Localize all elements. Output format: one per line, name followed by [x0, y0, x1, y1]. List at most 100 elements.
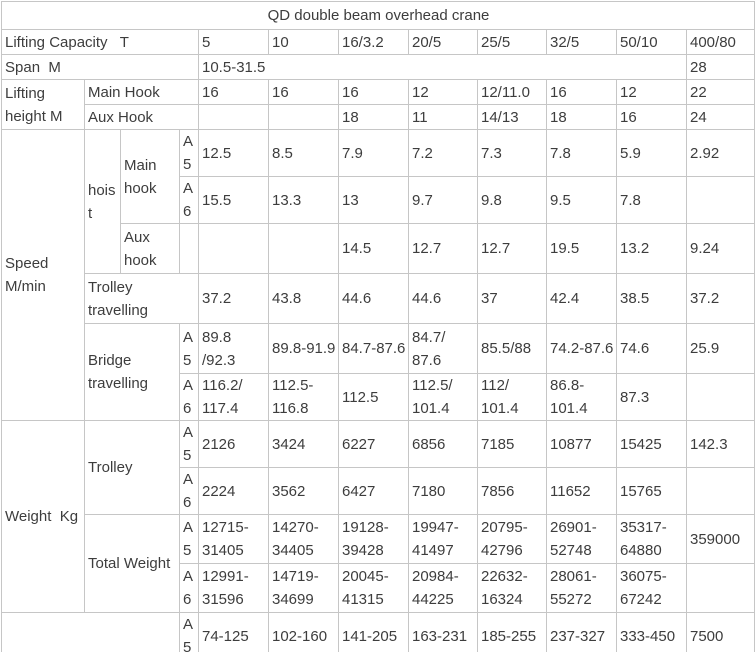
- value-cell: 400/80: [686, 29, 755, 55]
- value-cell: 163-231: [408, 612, 478, 652]
- empty-cell: [268, 223, 339, 274]
- value-cell: 25/5: [477, 29, 547, 55]
- empty-cell: [198, 104, 269, 130]
- value-cell: 13.3: [268, 176, 339, 224]
- label-a5: A5: [179, 514, 199, 564]
- value-cell: 7.2: [408, 129, 478, 177]
- value-cell: 28: [686, 54, 755, 80]
- value-cell: 5.9: [616, 129, 687, 177]
- table-row: Aux hook 14.5 12.7 12.7 19.5 13.2 9.24: [2, 223, 755, 274]
- value-cell: 20045- 41315: [338, 563, 409, 613]
- value-cell: 22632- 16324: [477, 563, 547, 613]
- value-cell: 18: [546, 104, 617, 130]
- label-hoist-main-hook: Main hook: [120, 129, 180, 224]
- label-a6: A6: [179, 373, 199, 421]
- empty-cell: [198, 223, 269, 274]
- label-a6: A6: [179, 467, 199, 515]
- table-row: Weight Kg Trolley A5 2126 3424 6227 6856 7185 10…: [1, 420, 755, 613]
- value-cell: 12991- 31596: [198, 563, 269, 613]
- value-cell: 237-327: [546, 612, 617, 652]
- value-cell: 9.5: [546, 176, 617, 224]
- value-cell: 112.5: [338, 373, 409, 421]
- value-cell: 5: [198, 29, 269, 55]
- table-row: Span M 10.5-31.5 28: [1, 54, 755, 80]
- value-cell: 141-205: [338, 612, 409, 652]
- value-cell: 50/10: [616, 29, 687, 55]
- value-cell: 7.8: [616, 176, 687, 224]
- value-cell: 333-450: [616, 612, 687, 652]
- value-cell: 10877: [546, 420, 617, 468]
- value-cell: 6227: [338, 420, 409, 468]
- value-cell: 44.6: [338, 273, 409, 324]
- value-cell: 20/5: [408, 29, 478, 55]
- table-row: QD double beam overhead crane: [1, 1, 755, 30]
- value-cell: 7180: [408, 467, 478, 515]
- table-row: Lifting height M Main Hook 16 16 16 12 12/11.0…: [1, 79, 755, 130]
- label-lifting-height: Lifting height M: [1, 79, 85, 130]
- value-cell: 24: [686, 104, 755, 130]
- label-max-wheel-load: Max Wheel Load KN: [1, 612, 180, 652]
- label-lifting-capacity: Lifting Capacity T: [1, 29, 199, 55]
- value-cell: 18: [338, 104, 409, 130]
- value-cell: 359000: [686, 514, 755, 564]
- value-cell: 12715- 31405: [198, 514, 269, 564]
- table-title: QD double beam overhead crane: [1, 1, 755, 30]
- value-cell: 7.9: [338, 129, 409, 177]
- empty-cell: [686, 176, 755, 224]
- label-a5: A5: [179, 129, 199, 177]
- table-row: A6 15.5 13.3 13 9.7 9.8 9.5 7.8: [2, 176, 755, 224]
- value-cell: 74.2-87.6: [546, 323, 617, 374]
- label-total-weight: Total Weight: [84, 514, 180, 613]
- value-cell: 32/5: [546, 29, 617, 55]
- table-row: A6 12991- 31596 14719- 34699 20045- 41315 20…: [2, 563, 755, 613]
- label-a6: A6: [179, 563, 199, 613]
- value-cell: 87.3: [616, 373, 687, 421]
- empty-cell: [268, 104, 339, 130]
- value-cell: 3562: [268, 467, 339, 515]
- value-cell: 112.5- 116.8: [268, 373, 339, 421]
- value-cell: 19128- 39428: [338, 514, 409, 564]
- label-a5: A5: [179, 612, 199, 652]
- value-cell: 13.2: [616, 223, 687, 274]
- value-cell: 37.2: [686, 273, 755, 324]
- value-cell: 6427: [338, 467, 409, 515]
- empty-cell: [179, 223, 199, 274]
- value-cell: 185-255: [477, 612, 547, 652]
- value-cell: 9.8: [477, 176, 547, 224]
- value-cell: 15765: [616, 467, 687, 515]
- value-cell: 74-125: [198, 612, 269, 652]
- value-cell: 14.5: [338, 223, 409, 274]
- label-hoist: hoist: [84, 129, 121, 274]
- value-cell: 16: [198, 79, 269, 105]
- value-cell: 12.5: [198, 129, 269, 177]
- value-cell: 28061- 55272: [546, 563, 617, 613]
- value-cell: 2126: [198, 420, 269, 468]
- value-cell: 44.6: [408, 273, 478, 324]
- value-cell: 85.5/88: [477, 323, 547, 374]
- value-cell: 84.7/ 87.6: [408, 323, 478, 374]
- value-cell: 112/ 101.4: [477, 373, 547, 421]
- value-cell: 89.8-91.9: [268, 323, 339, 374]
- value-cell: 12.7: [477, 223, 547, 274]
- value-cell: 14/13: [477, 104, 547, 130]
- value-cell: 22: [686, 79, 755, 105]
- value-cell: 15425: [616, 420, 687, 468]
- label-speed: Speed M/min: [1, 129, 85, 421]
- value-cell: 15.5: [198, 176, 269, 224]
- value-cell: 2.92: [686, 129, 755, 177]
- table-row: Aux Hook 18 11 14/13 18 16 24: [2, 104, 755, 130]
- table-row: A6 116.2/ 117.4 112.5- 116.8 112.5 112.5/ 10…: [2, 373, 755, 421]
- value-cell: 7185: [477, 420, 547, 468]
- value-cell: 43.8: [268, 273, 339, 324]
- label-weight: Weight Kg: [1, 420, 85, 613]
- empty-cell: [686, 373, 755, 421]
- label-trolley-travelling: Trolley travelling: [84, 273, 199, 324]
- value-cell: 7856: [477, 467, 547, 515]
- value-cell: 2224: [198, 467, 269, 515]
- value-cell: 10.5-31.5: [198, 54, 687, 80]
- value-cell: 6856: [408, 420, 478, 468]
- value-cell: 25.9: [686, 323, 755, 374]
